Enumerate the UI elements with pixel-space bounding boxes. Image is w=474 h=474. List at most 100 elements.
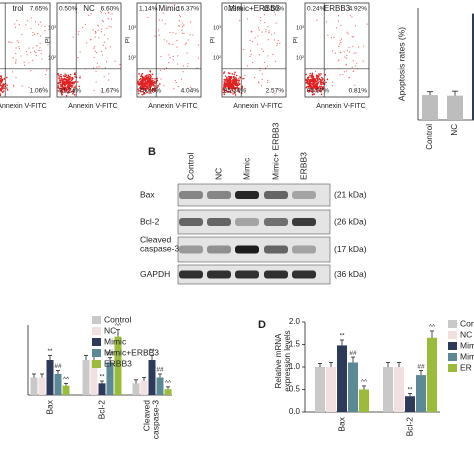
event-dot xyxy=(93,89,95,92)
event-dot xyxy=(74,80,77,83)
event-dot xyxy=(227,81,230,83)
event-dot xyxy=(330,37,332,39)
event-dot xyxy=(184,43,186,45)
lane-label: Control xyxy=(185,152,195,180)
event-dot xyxy=(324,73,327,76)
event-dot xyxy=(66,91,69,94)
event-dot xyxy=(35,52,37,54)
event-dot xyxy=(258,27,260,29)
event-dot xyxy=(235,79,238,82)
legend-swatch xyxy=(448,342,457,350)
event-dot xyxy=(177,55,179,57)
event-dot xyxy=(34,33,36,35)
event-dot xyxy=(274,60,276,62)
row-label: GAPDH xyxy=(140,269,170,279)
event-dot xyxy=(234,76,237,79)
event-dot xyxy=(254,37,256,39)
event-dot xyxy=(65,91,67,93)
event-dot xyxy=(349,14,351,16)
event-dot xyxy=(351,36,353,38)
event-dot xyxy=(151,90,154,92)
bar xyxy=(394,367,404,412)
event-dot xyxy=(151,73,154,76)
event-dot xyxy=(13,85,15,87)
event-dot xyxy=(358,46,360,48)
bar xyxy=(140,381,148,395)
event-dot xyxy=(68,89,71,91)
x-tick-label: Bcl-2 xyxy=(96,400,106,420)
event-dot xyxy=(346,57,348,59)
event-dot xyxy=(337,20,340,22)
event-dot xyxy=(315,85,318,88)
event-dot xyxy=(273,32,276,34)
panel-label: B xyxy=(148,146,156,158)
event-dot xyxy=(154,78,156,80)
event-dot xyxy=(60,77,63,80)
event-dot xyxy=(161,19,163,22)
axis-label: Annexin V-FITC xyxy=(316,103,365,110)
event-dot xyxy=(223,78,226,81)
event-dot xyxy=(334,52,336,54)
size-label: (21 kDa) xyxy=(334,189,367,199)
event-dot xyxy=(147,83,149,85)
event-dot xyxy=(21,33,23,36)
event-dot xyxy=(144,80,147,82)
event-dot xyxy=(6,89,9,91)
event-dot xyxy=(225,78,227,81)
event-dot xyxy=(146,77,148,80)
event-dot xyxy=(318,77,321,80)
significance-label: ^^ xyxy=(165,380,172,387)
event-dot xyxy=(94,32,97,34)
event-dot xyxy=(156,77,158,80)
event-dot xyxy=(181,22,184,24)
quadrant-percent: 16.37% xyxy=(177,6,199,13)
event-dot xyxy=(32,59,34,61)
event-dot xyxy=(249,55,251,58)
event-dot xyxy=(267,39,269,41)
event-dot xyxy=(249,39,251,42)
event-dot xyxy=(154,35,156,37)
band xyxy=(292,218,316,226)
event-dot xyxy=(148,92,150,94)
event-dot xyxy=(274,14,277,16)
legend-label: Mimic+ERBB3 xyxy=(104,347,159,357)
event-dot xyxy=(65,94,68,97)
event-dot xyxy=(145,74,148,77)
event-dot xyxy=(346,54,348,56)
event-dot xyxy=(41,58,43,60)
event-dot xyxy=(64,81,66,84)
event-dot xyxy=(306,79,309,82)
y-tick-label: 1.0 xyxy=(289,362,301,371)
event-dot xyxy=(310,74,313,77)
event-dot xyxy=(69,87,72,90)
event-dot xyxy=(305,78,307,81)
quadrant-percent: 7.65% xyxy=(30,6,49,13)
event-dot xyxy=(96,66,98,68)
bar xyxy=(54,374,62,395)
event-dot xyxy=(15,62,17,64)
band xyxy=(235,245,259,254)
event-dot xyxy=(316,77,318,80)
event-dot xyxy=(148,89,150,91)
event-dot xyxy=(139,89,141,92)
event-dot xyxy=(189,21,192,23)
axis-label: Annexin V-FITC xyxy=(233,103,282,110)
event-dot xyxy=(169,57,171,59)
event-dot xyxy=(258,81,260,83)
event-dot xyxy=(261,48,263,50)
event-dot xyxy=(153,81,156,84)
event-dot xyxy=(60,89,63,92)
event-dot xyxy=(95,70,97,72)
band xyxy=(264,245,288,254)
event-dot xyxy=(96,52,98,54)
event-dot xyxy=(342,73,344,76)
event-dot xyxy=(311,79,313,82)
event-dot xyxy=(247,18,249,20)
event-dot xyxy=(187,65,189,67)
event-dot xyxy=(15,61,17,63)
significance-label: ** xyxy=(149,348,155,355)
plot-title: NC xyxy=(83,4,95,13)
event-dot xyxy=(168,43,170,45)
event-dot xyxy=(174,79,177,82)
event-dot xyxy=(319,74,321,76)
